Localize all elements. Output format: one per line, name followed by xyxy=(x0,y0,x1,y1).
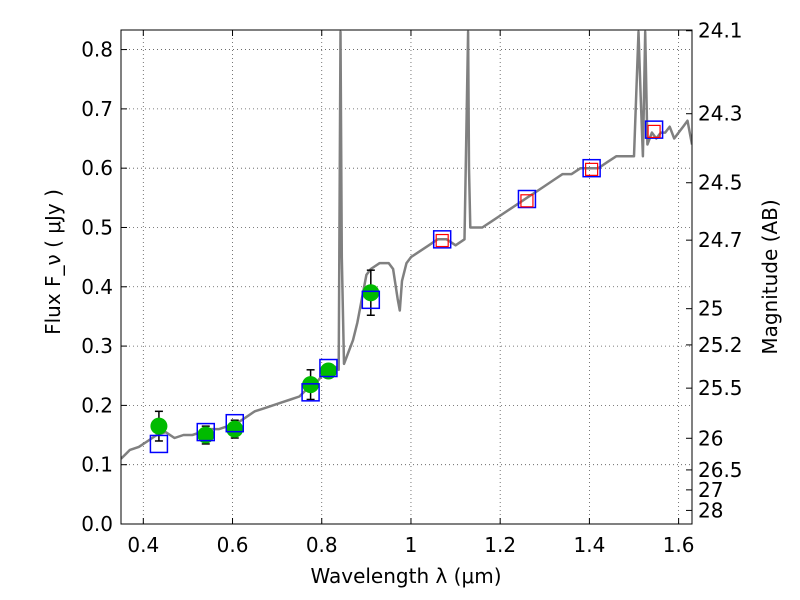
y-tick-labels: 0.0 0.1 0.2 0.3 0.4 0.5 0.6 0.7 0.8 xyxy=(81,38,113,536)
observed-point xyxy=(362,284,380,302)
y-tick-label: 0.8 xyxy=(81,38,113,62)
y2-axis-label: Magnitude (AB) xyxy=(758,199,782,354)
model-photometry-points xyxy=(149,120,664,454)
y-tick-label: 0.7 xyxy=(81,97,113,121)
x-tick-labels: 0.4 0.6 0.8 1 1.2 1.4 1.6 xyxy=(127,533,694,557)
y2-tick-label: 26.5 xyxy=(698,458,743,482)
y2-tick-label: 27 xyxy=(698,478,723,502)
y2-tick-label: 25.5 xyxy=(698,376,743,400)
y2-tick-label: 28 xyxy=(698,498,723,522)
observed-point xyxy=(302,376,320,394)
model-photometry-point xyxy=(149,434,169,454)
x-tick-label: 1.4 xyxy=(573,533,605,557)
model-photometry-point xyxy=(301,383,320,402)
x-tick-label: 1.6 xyxy=(663,533,695,557)
y-tick-label: 0.1 xyxy=(81,453,113,477)
y-tick-label: 0.3 xyxy=(81,334,113,358)
grid-lines xyxy=(121,30,692,525)
y-tick-label: 0.2 xyxy=(81,393,113,417)
y2-tick-label: 24.1 xyxy=(698,19,743,43)
model-photometry-point xyxy=(517,189,537,209)
model-photometry-point xyxy=(196,422,216,442)
y2-tick-label: 24.5 xyxy=(698,171,743,195)
model-photometry-point xyxy=(432,230,452,249)
y-tick-label: 0.6 xyxy=(81,156,113,180)
y-axis-label: Flux F_ν ( μJy ) xyxy=(41,189,65,335)
upper-limit-points xyxy=(435,124,661,248)
x-tick-label: 0.6 xyxy=(217,533,249,557)
y-tick-label: 0.5 xyxy=(81,215,113,239)
y2-tick-label: 26 xyxy=(698,426,723,450)
y-tick-label: 0.0 xyxy=(81,512,113,536)
x-tick-label: 1 xyxy=(405,533,418,557)
upper-limit-point xyxy=(585,162,599,176)
y2-tick-label: 24.3 xyxy=(698,102,743,126)
model-photometry-point xyxy=(361,290,381,310)
axis-ticks xyxy=(121,30,692,525)
upper-limit-point xyxy=(435,233,449,248)
model-photometry-point xyxy=(582,158,601,178)
y-tick-label: 0.4 xyxy=(81,275,113,299)
model-photometry-point xyxy=(319,358,338,378)
model-spectrum-series xyxy=(121,30,692,460)
y2-tick-label: 25 xyxy=(698,297,723,321)
y2-tick-label: 24.7 xyxy=(698,228,743,252)
model-photometry-point xyxy=(225,413,245,433)
observed-point xyxy=(197,426,215,444)
model-spectrum-line xyxy=(121,30,692,460)
model-photometry-point xyxy=(644,120,664,139)
x-tick-label: 0.4 xyxy=(127,533,159,557)
plot-frame xyxy=(120,29,693,525)
upper-limit-point xyxy=(647,124,661,139)
observed-point xyxy=(226,420,244,438)
x-tick-label: 1.2 xyxy=(484,533,516,557)
x-tick-label: 0.8 xyxy=(306,533,338,557)
observed-points xyxy=(150,284,380,444)
observed-point xyxy=(319,362,337,380)
y2-tick-label: 25.2 xyxy=(698,333,743,357)
upper-limit-point xyxy=(520,194,534,208)
x-axis-label: Wavelength λ (μm) xyxy=(310,564,501,588)
observed-point xyxy=(150,417,168,435)
